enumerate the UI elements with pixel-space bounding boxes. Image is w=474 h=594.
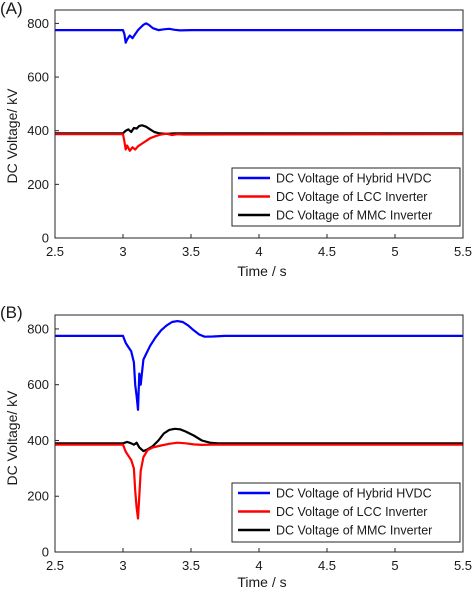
legend-b: DC Voltage of Hybrid HVDC DC Voltage of L… (231, 482, 461, 543)
x-tick-label: 4 (255, 244, 262, 259)
series-line-2 (55, 427, 463, 453)
legend-entry: DC Voltage of Hybrid HVDC (276, 172, 432, 186)
series-line-1 (55, 441, 463, 520)
x-tick-label: 5 (391, 244, 398, 259)
x-tick-label: 3.5 (182, 558, 200, 573)
panel-label-b: (B) (0, 303, 23, 322)
x-tick-label: 5 (391, 558, 398, 573)
x-tick-label: 4.5 (318, 558, 336, 573)
y-tick-label: 600 (27, 70, 49, 85)
series-line-0 (55, 320, 463, 411)
y-axis-label-a: DC Voltage/ kV (4, 88, 20, 184)
series-lines-b (55, 320, 463, 520)
plot-frame-a (54, 9, 464, 239)
y-tick-label: 800 (27, 16, 49, 31)
y-tick-label: 600 (27, 377, 49, 392)
y-tick-label: 400 (27, 433, 49, 448)
legend-entry: DC Voltage of Hybrid HVDC (276, 487, 432, 501)
chart-panel-b: (B) DC Voltage/ kV Time / s 2.5 3 3.5 4 4.5 5… (0, 303, 472, 590)
plot-frame-b (54, 314, 464, 553)
chart-panel-a: (A) DC Voltage/ kV Time / s 2.5 3 3.5 4 4.5 5… (0, 0, 472, 279)
y-tick-label: 200 (27, 489, 49, 504)
x-tick-label: 3 (119, 244, 126, 259)
series-line-1 (55, 132, 464, 152)
y-axis-label-b: DC Voltage/ kV (4, 390, 20, 486)
x-tick-label: 3 (119, 558, 126, 573)
x-tick-label: 2.5 (46, 244, 64, 259)
x-axis-label-a: Time / s (237, 263, 286, 279)
series-line-0 (55, 22, 463, 44)
tick-labels-a: 2.5 3 3.5 4 4.5 5 5.5 0 200 400 600 800 (27, 16, 472, 259)
x-tick-label: 5.5 (454, 558, 472, 573)
legend-entry: DC Voltage of MMC Inverter (276, 209, 432, 223)
x-tick-label: 5.5 (454, 244, 472, 259)
x-tick-label: 4 (255, 558, 262, 573)
legend-a: DC Voltage of Hybrid HVDC DC Voltage of L… (231, 167, 461, 227)
legend-entry: DC Voltage of LCC Inverter (276, 190, 427, 204)
panel-label-a: (A) (0, 0, 23, 18)
tick-labels-b: 2.5 3 3.5 4 4.5 5 5.5 0 200 400 600 800 (27, 321, 472, 573)
series-lines-a (55, 22, 464, 152)
y-tick-label: 200 (27, 177, 49, 192)
legend-entry: DC Voltage of LCC Inverter (276, 505, 427, 519)
y-tick-label: 400 (27, 123, 49, 138)
series-line-2 (55, 124, 463, 135)
legend-entry: DC Voltage of MMC Inverter (276, 524, 432, 538)
x-tick-label: 2.5 (46, 558, 64, 573)
x-tick-label: 3.5 (182, 244, 200, 259)
x-tick-label: 4.5 (318, 244, 336, 259)
x-axis-label-b: Time / s (237, 574, 286, 590)
y-tick-label: 0 (42, 545, 49, 560)
y-tick-label: 0 (42, 231, 49, 246)
y-tick-label: 800 (27, 321, 49, 336)
